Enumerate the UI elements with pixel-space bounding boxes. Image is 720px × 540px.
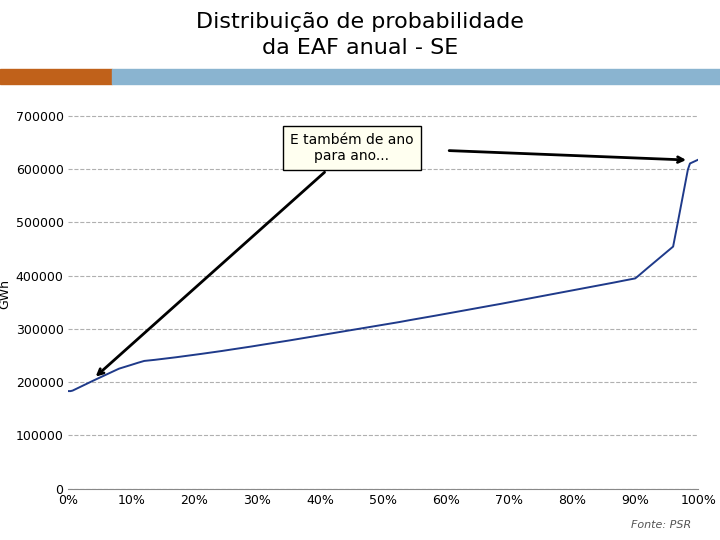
Text: Distribuição de probabilidade
da EAF anual - SE: Distribuição de probabilidade da EAF anu…	[196, 12, 524, 58]
Y-axis label: GWh: GWh	[0, 279, 12, 309]
Text: E também de ano
para ano...: E também de ano para ano...	[98, 133, 414, 375]
Text: Fonte: PSR: Fonte: PSR	[631, 520, 691, 530]
